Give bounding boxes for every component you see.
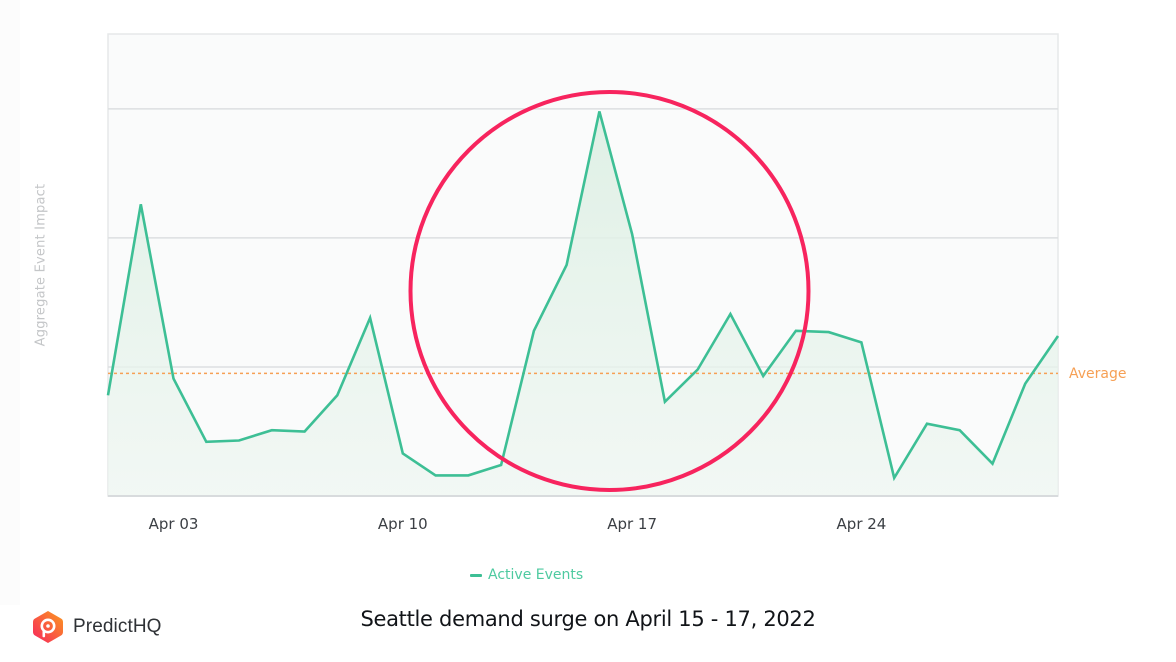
side-panel-strip: [0, 0, 20, 605]
series-line-active-events: [106, 111, 1060, 482]
brand-logo: PredictHQ: [32, 610, 162, 644]
x-tick-label: Apr 10: [377, 515, 428, 533]
x-tick-label: Apr 24: [836, 515, 887, 533]
legend-line-icon: [470, 573, 482, 577]
legend-label: Active Events: [488, 567, 584, 583]
y-axis-label: Aggregate Event Impact: [33, 183, 49, 347]
predicthq-logo-icon: [33, 611, 63, 643]
x-tick-label: Apr 17: [607, 515, 658, 533]
series-area: [108, 111, 1058, 497]
highlight-circle: [408, 90, 811, 492]
brand-name: PredictHQ: [73, 616, 162, 637]
figure-caption: Seattle demand surge on April 15 - 17, 2…: [360, 607, 816, 631]
average-label: Average: [1069, 366, 1127, 382]
legend-item-active-events[interactable]: Active Events: [470, 567, 583, 583]
x-tick-label: Apr 03: [148, 515, 199, 533]
